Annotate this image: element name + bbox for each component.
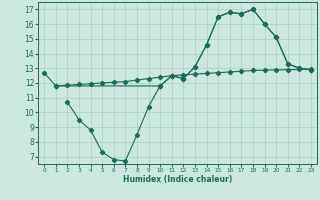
X-axis label: Humidex (Indice chaleur): Humidex (Indice chaleur)	[123, 175, 232, 184]
